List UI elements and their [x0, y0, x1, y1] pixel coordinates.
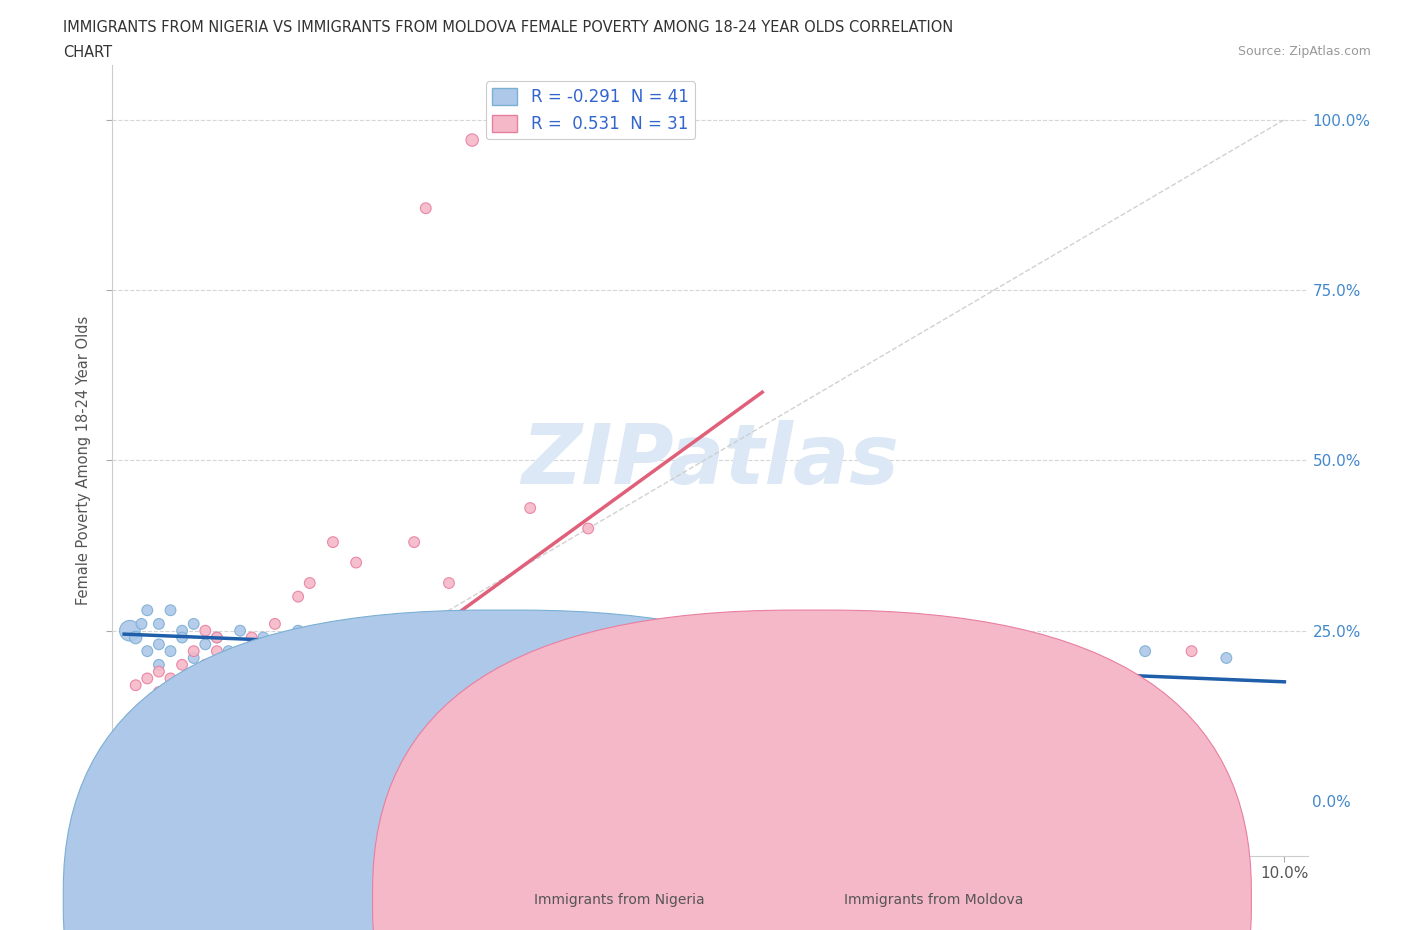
Point	[136, 603, 159, 618]
Point	[136, 698, 159, 713]
Point	[404, 535, 426, 550]
Text: ZIPatlas: ZIPatlas	[522, 419, 898, 501]
Point	[125, 631, 148, 645]
Point	[148, 617, 170, 631]
Point	[159, 691, 181, 706]
Point	[159, 671, 181, 685]
Point	[287, 623, 309, 638]
Point	[148, 637, 170, 652]
Point	[159, 644, 181, 658]
Point	[118, 623, 141, 638]
Point	[368, 631, 391, 645]
Point	[131, 617, 153, 631]
Point	[172, 658, 194, 672]
Point	[205, 644, 228, 658]
Point	[194, 623, 217, 638]
Point	[298, 576, 321, 591]
Point	[218, 644, 240, 658]
Point	[240, 631, 263, 645]
Point	[1180, 644, 1202, 658]
Text: Immigrants from Nigeria: Immigrants from Nigeria	[534, 893, 704, 908]
Point	[183, 651, 205, 666]
Point	[437, 637, 460, 652]
Point	[868, 658, 890, 672]
Point	[229, 623, 252, 638]
Point	[751, 644, 773, 658]
Point	[183, 671, 205, 685]
Point	[218, 671, 240, 685]
Point	[925, 691, 948, 706]
Point	[218, 651, 240, 666]
Point	[229, 664, 252, 679]
Text: Source: ZipAtlas.com: Source: ZipAtlas.com	[1237, 45, 1371, 58]
Point	[461, 133, 484, 148]
Point	[172, 631, 194, 645]
Point	[183, 617, 205, 631]
Point	[264, 644, 287, 658]
Point	[252, 644, 274, 658]
Point	[404, 658, 426, 672]
Point	[1040, 637, 1063, 652]
Point	[693, 664, 716, 679]
Point	[530, 651, 553, 666]
Point	[322, 535, 344, 550]
Point	[172, 623, 194, 638]
Point	[205, 631, 228, 645]
Point	[252, 631, 274, 645]
Point	[148, 684, 170, 699]
Text: IMMIGRANTS FROM NIGERIA VS IMMIGRANTS FROM MOLDOVA FEMALE POVERTY AMONG 18-24 YE: IMMIGRANTS FROM NIGERIA VS IMMIGRANTS FR…	[63, 20, 953, 35]
Point	[1215, 651, 1237, 666]
Point	[148, 664, 170, 679]
Point	[240, 664, 263, 679]
Point	[183, 644, 205, 658]
Point	[322, 658, 344, 672]
Point	[519, 500, 541, 515]
Legend: R = -0.291  N = 41, R =  0.531  N = 31: R = -0.291 N = 41, R = 0.531 N = 31	[485, 81, 696, 140]
Point	[172, 678, 194, 693]
Point	[344, 644, 367, 658]
Point	[576, 644, 599, 658]
Point	[461, 651, 484, 666]
Point	[136, 671, 159, 685]
Point	[612, 631, 634, 645]
Point	[808, 644, 831, 658]
Point	[148, 658, 170, 672]
Point	[136, 644, 159, 658]
Point	[125, 678, 148, 693]
Point	[194, 658, 217, 672]
Point	[415, 201, 437, 216]
Point	[159, 603, 181, 618]
Text: Immigrants from Moldova: Immigrants from Moldova	[844, 893, 1024, 908]
Point	[264, 617, 287, 631]
Point	[205, 631, 228, 645]
Point	[658, 644, 681, 658]
Point	[194, 637, 217, 652]
Text: CHART: CHART	[63, 45, 112, 60]
Point	[1133, 644, 1156, 658]
Point	[461, 725, 484, 740]
Point	[437, 576, 460, 591]
Point	[496, 644, 519, 658]
Y-axis label: Female Poverty Among 18-24 Year Olds: Female Poverty Among 18-24 Year Olds	[76, 315, 91, 605]
Point	[344, 555, 367, 570]
Point	[576, 521, 599, 536]
Point	[287, 590, 309, 604]
